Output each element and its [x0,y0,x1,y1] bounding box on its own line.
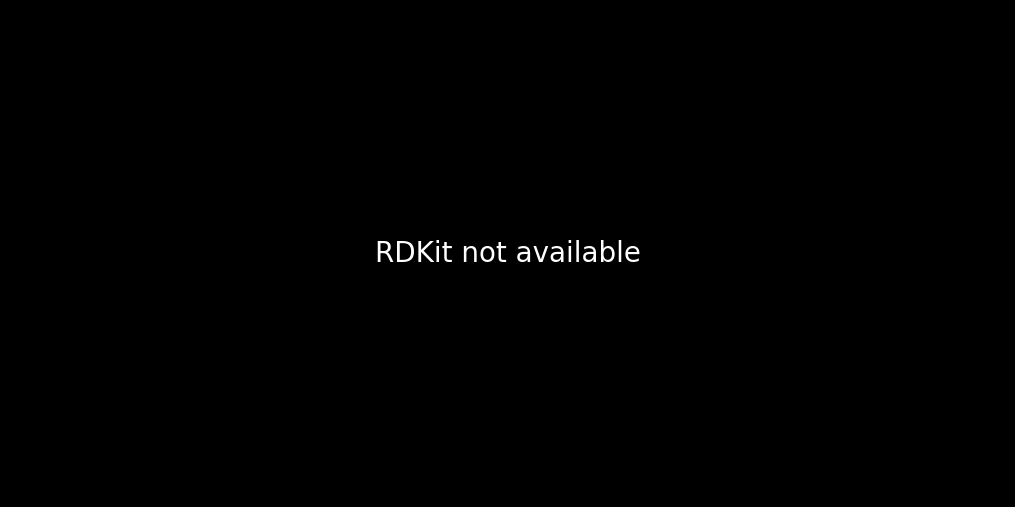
Text: RDKit not available: RDKit not available [375,239,640,268]
